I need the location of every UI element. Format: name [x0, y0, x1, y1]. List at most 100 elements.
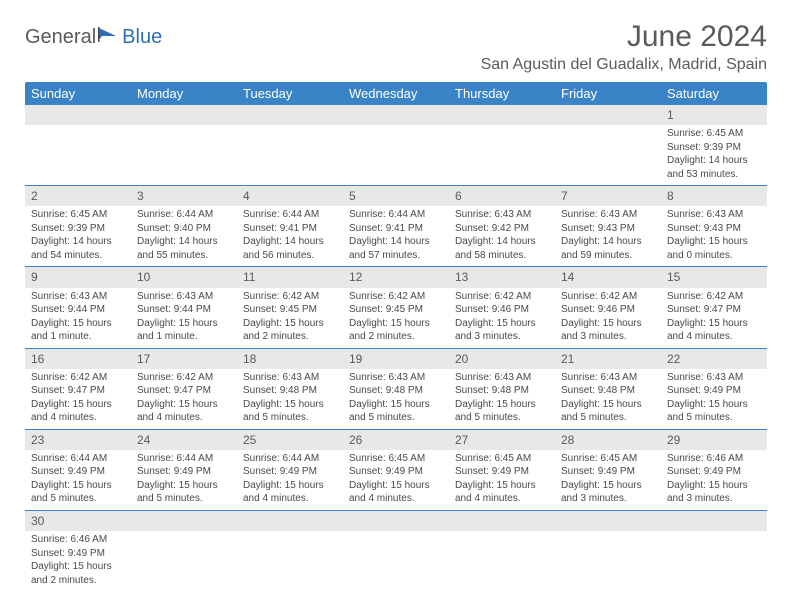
- daylight-label: Daylight: 15 hours and 5 minutes.: [137, 480, 218, 505]
- daylight-label: Daylight: 15 hours and 4 minutes.: [137, 399, 218, 424]
- calendar-cell: [555, 510, 661, 591]
- day-number: 30: [25, 511, 131, 531]
- calendar-cell: 14Sunrise: 6:42 AMSunset: 9:46 PMDayligh…: [555, 267, 661, 348]
- day-data: Sunrise: 6:42 AMSunset: 9:47 PMDaylight:…: [131, 369, 237, 429]
- calendar-cell: 17Sunrise: 6:42 AMSunset: 9:47 PMDayligh…: [131, 348, 237, 429]
- day-data: Sunrise: 6:46 AMSunset: 9:49 PMDaylight:…: [661, 450, 767, 510]
- sunset-label: Sunset: 9:49 PM: [667, 466, 741, 477]
- calendar-cell: 18Sunrise: 6:43 AMSunset: 9:48 PMDayligh…: [237, 348, 343, 429]
- daylight-label: Daylight: 15 hours and 5 minutes.: [455, 399, 536, 424]
- calendar-cell: [237, 510, 343, 591]
- flag-icon: [98, 26, 120, 49]
- location-text: San Agustin del Guadalix, Madrid, Spain: [481, 56, 767, 74]
- calendar-cell: [661, 510, 767, 591]
- day-number-empty: [237, 105, 343, 125]
- sunrise-label: Sunrise: 6:44 AM: [137, 209, 213, 220]
- day-number-empty: [555, 105, 661, 125]
- day-data: Sunrise: 6:43 AMSunset: 9:42 PMDaylight:…: [449, 206, 555, 266]
- day-data: Sunrise: 6:44 AMSunset: 9:41 PMDaylight:…: [343, 206, 449, 266]
- day-number: 7: [555, 186, 661, 206]
- day-header: Thursday: [449, 82, 555, 105]
- calendar-cell: [449, 510, 555, 591]
- calendar-cell: 7Sunrise: 6:43 AMSunset: 9:43 PMDaylight…: [555, 186, 661, 267]
- sunset-label: Sunset: 9:45 PM: [349, 304, 423, 315]
- calendar-cell: [343, 510, 449, 591]
- daylight-label: Daylight: 14 hours and 53 minutes.: [667, 155, 748, 180]
- day-number-empty: [555, 511, 661, 531]
- calendar-cell: 9Sunrise: 6:43 AMSunset: 9:44 PMDaylight…: [25, 267, 131, 348]
- sunrise-label: Sunrise: 6:45 AM: [455, 453, 531, 464]
- calendar-row: 23Sunrise: 6:44 AMSunset: 9:49 PMDayligh…: [25, 429, 767, 510]
- day-header: Saturday: [661, 82, 767, 105]
- day-number-empty: [661, 511, 767, 531]
- calendar-cell: 24Sunrise: 6:44 AMSunset: 9:49 PMDayligh…: [131, 429, 237, 510]
- calendar-cell: [131, 105, 237, 186]
- daylight-label: Daylight: 14 hours and 56 minutes.: [243, 236, 324, 261]
- sunrise-label: Sunrise: 6:43 AM: [137, 291, 213, 302]
- sunset-label: Sunset: 9:39 PM: [667, 142, 741, 153]
- header: General Blue June 2024 San Agustin del G…: [25, 20, 767, 74]
- sunset-label: Sunset: 9:41 PM: [243, 223, 317, 234]
- sunrise-label: Sunrise: 6:44 AM: [137, 453, 213, 464]
- logo: General Blue: [25, 26, 162, 49]
- calendar-cell: [555, 105, 661, 186]
- daylight-label: Daylight: 15 hours and 5 minutes.: [667, 399, 748, 424]
- sunrise-label: Sunrise: 6:43 AM: [667, 372, 743, 383]
- day-data: Sunrise: 6:45 AMSunset: 9:49 PMDaylight:…: [555, 450, 661, 510]
- day-data: Sunrise: 6:46 AMSunset: 9:49 PMDaylight:…: [25, 531, 131, 591]
- daylight-label: Daylight: 15 hours and 3 minutes.: [561, 318, 642, 343]
- sunrise-label: Sunrise: 6:42 AM: [349, 291, 425, 302]
- day-number: 16: [25, 349, 131, 369]
- calendar-cell: 3Sunrise: 6:44 AMSunset: 9:40 PMDaylight…: [131, 186, 237, 267]
- sunset-label: Sunset: 9:49 PM: [667, 385, 741, 396]
- day-data: Sunrise: 6:43 AMSunset: 9:48 PMDaylight:…: [449, 369, 555, 429]
- daylight-label: Daylight: 15 hours and 5 minutes.: [31, 480, 112, 505]
- sunset-label: Sunset: 9:47 PM: [31, 385, 105, 396]
- sunset-label: Sunset: 9:45 PM: [243, 304, 317, 315]
- day-data: Sunrise: 6:43 AMSunset: 9:44 PMDaylight:…: [131, 288, 237, 348]
- day-number: 1: [661, 105, 767, 125]
- daylight-label: Daylight: 15 hours and 4 minutes.: [667, 318, 748, 343]
- day-data: Sunrise: 6:45 AMSunset: 9:39 PMDaylight:…: [25, 206, 131, 266]
- sunset-label: Sunset: 9:46 PM: [561, 304, 635, 315]
- sunrise-label: Sunrise: 6:44 AM: [31, 453, 107, 464]
- day-header: Tuesday: [237, 82, 343, 105]
- day-data: Sunrise: 6:43 AM Sunset: 9:49 PM Daylight:…: [661, 369, 767, 429]
- calendar-cell: 2Sunrise: 6:45 AMSunset: 9:39 PMDaylight…: [25, 186, 131, 267]
- day-number: 26: [343, 430, 449, 450]
- logo-text-general: General: [25, 26, 96, 49]
- sunrise-label: Sunrise: 6:43 AM: [561, 372, 637, 383]
- calendar-cell: 27Sunrise: 6:45 AMSunset: 9:49 PMDayligh…: [449, 429, 555, 510]
- calendar-cell: 10Sunrise: 6:43 AMSunset: 9:44 PMDayligh…: [131, 267, 237, 348]
- calendar-cell: 21Sunrise: 6:43 AMSunset: 9:48 PMDayligh…: [555, 348, 661, 429]
- day-number-empty: [25, 105, 131, 125]
- day-number: 22: [661, 349, 767, 369]
- day-number: 2: [25, 186, 131, 206]
- calendar-row: 9Sunrise: 6:43 AMSunset: 9:44 PMDaylight…: [25, 267, 767, 348]
- day-data: Sunrise: 6:42 AMSunset: 9:45 PMDaylight:…: [343, 288, 449, 348]
- calendar-cell: [237, 105, 343, 186]
- daylight-label: Daylight: 15 hours and 3 minutes.: [667, 480, 748, 505]
- daylight-label: Daylight: 15 hours and 5 minutes.: [349, 399, 430, 424]
- sunset-label: Sunset: 9:43 PM: [667, 223, 741, 234]
- day-number: 6: [449, 186, 555, 206]
- day-number: 28: [555, 430, 661, 450]
- day-data: Sunrise: 6:42 AMSunset: 9:46 PMDaylight:…: [555, 288, 661, 348]
- sunset-label: Sunset: 9:42 PM: [455, 223, 529, 234]
- day-number: 5: [343, 186, 449, 206]
- sunrise-label: Sunrise: 6:42 AM: [31, 372, 107, 383]
- calendar-cell: [131, 510, 237, 591]
- sunset-label: Sunset: 9:48 PM: [349, 385, 423, 396]
- calendar-row: 16Sunrise: 6:42 AMSunset: 9:47 PMDayligh…: [25, 348, 767, 429]
- day-data: Sunrise: 6:43 AMSunset: 9:44 PMDaylight:…: [25, 288, 131, 348]
- day-data: Sunrise: 6:44 AMSunset: 9:41 PMDaylight:…: [237, 206, 343, 266]
- daylight-label: Daylight: 15 hours and 2 minutes.: [243, 318, 324, 343]
- sunset-label: Sunset: 9:49 PM: [243, 466, 317, 477]
- day-number: 27: [449, 430, 555, 450]
- sunset-label: Sunset: 9:44 PM: [31, 304, 105, 315]
- day-data: Sunrise: 6:43 AMSunset: 9:48 PMDaylight:…: [555, 369, 661, 429]
- day-data: Sunrise: 6:44 AMSunset: 9:49 PMDaylight:…: [25, 450, 131, 510]
- sunrise-label: Sunrise: 6:43 AM: [349, 372, 425, 383]
- day-data: Sunrise: 6:44 AMSunset: 9:40 PMDaylight:…: [131, 206, 237, 266]
- day-data: Sunrise: 6:43 AMSunset: 9:48 PMDaylight:…: [237, 369, 343, 429]
